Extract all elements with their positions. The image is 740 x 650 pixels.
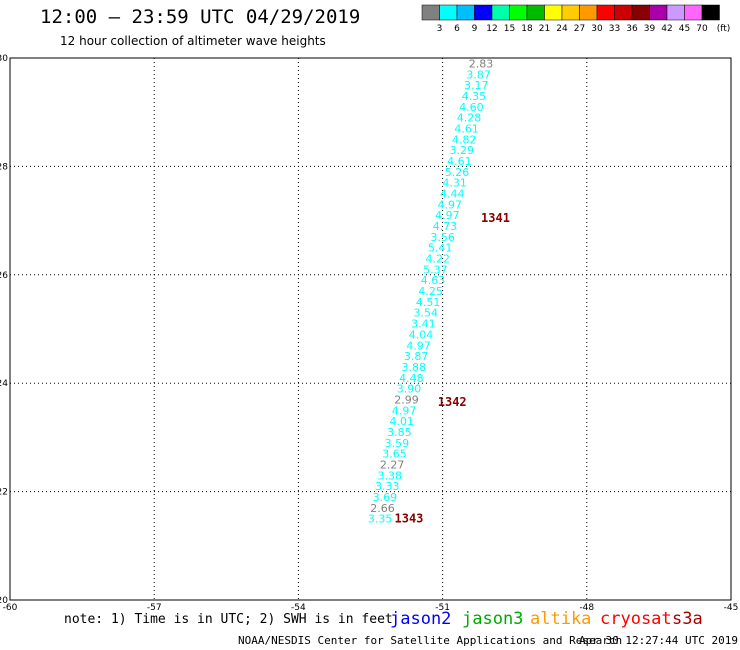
legend-unit: (ft): [717, 24, 731, 34]
color-legend: 3 6 9 12 15 18 21 24 27 30 33 36 39 42 45 70 (ft): [421, 4, 731, 34]
legend-label: 18: [521, 24, 533, 34]
legend-label: 42: [661, 24, 672, 34]
footer-note: note: 1) Time is in UTC; 2) SWH is in fe…: [64, 612, 393, 627]
wave-height-point: 3.88: [402, 361, 427, 374]
legend-label: 30: [591, 24, 603, 34]
y-tick-label: 30: [0, 54, 8, 64]
wave-height-point: 4.01: [389, 415, 414, 428]
satellite-cryosat: cryosat: [600, 609, 672, 629]
page-subtitle: 12 hour collection of altimeter wave hei…: [60, 34, 326, 48]
wave-height-point: 5.41: [428, 242, 453, 255]
wave-height-point: 4.31: [442, 177, 467, 190]
wave-height-point: 4.51: [416, 296, 441, 309]
wave-height-point: 3.33: [375, 480, 400, 493]
legend-label: 45: [679, 24, 690, 34]
wave-height-point: 4.97: [392, 404, 417, 417]
wave-height-point: 2.99: [394, 393, 419, 406]
wave-height-point: 4.60: [459, 101, 484, 114]
wave-height-point: 3.17: [464, 79, 489, 92]
satellite-s3a: s3a: [672, 609, 703, 629]
wave-height-point: 4.04: [409, 328, 434, 341]
wave-height-point: 3.87: [466, 68, 491, 81]
wave-height-point: 3.41: [411, 318, 436, 331]
legend-label: 21: [539, 24, 550, 34]
legend-label: 6: [454, 24, 460, 34]
legend-label: 33: [609, 24, 620, 34]
credit-text: NOAA/NESDIS Center for Satellite Applica…: [238, 634, 623, 647]
wave-height-point: 3.35: [368, 513, 393, 526]
legend-label: 39: [644, 24, 656, 34]
x-tick-label: -48: [579, 603, 594, 613]
wave-height-point: 5.26: [445, 166, 470, 179]
wave-height-point: 4.73: [433, 220, 458, 233]
wave-height-point: 3.54: [414, 307, 439, 320]
y-tick-label: 22: [0, 488, 8, 498]
legend-label: 27: [574, 24, 585, 34]
legend-label: 36: [626, 24, 638, 34]
legend-label: 9: [472, 24, 478, 34]
satellite-jason2: jason2: [390, 609, 452, 629]
wave-height-point: 4.97: [406, 339, 431, 352]
x-tick-label: -45: [724, 603, 739, 613]
wave-height-point: 4.35: [462, 90, 487, 103]
pass-number-annotation: 1342: [438, 395, 467, 409]
wave-height-point: 4.48: [399, 372, 424, 385]
y-tick-label: 20: [0, 596, 8, 606]
legend-label: 15: [504, 24, 515, 34]
page-title: 12:00 – 23:59 UTC 04/29/2019: [40, 6, 361, 28]
y-tick-label: 26: [0, 271, 8, 281]
satellite-altika: altika: [530, 609, 592, 629]
wave-height-point: 2.27: [380, 459, 405, 472]
wave-height-point: 4.22: [426, 253, 451, 266]
wave-height-point: 4.25: [418, 285, 443, 298]
wave-height-point: 4.97: [435, 209, 460, 222]
pass-number-annotation: 1343: [395, 512, 424, 526]
wave-height-point: 3.29: [450, 144, 475, 157]
wave-height-point: 3.38: [377, 469, 402, 482]
wave-height-point: 2.66: [370, 502, 395, 515]
wave-height-point: 4.44: [440, 188, 465, 201]
wave-height-point: 3.59: [385, 437, 410, 450]
legend-label: 12: [486, 24, 497, 34]
satellite-jason3: jason3: [462, 609, 524, 629]
wave-height-point: 3.56: [430, 231, 455, 244]
x-tick-label: -57: [147, 603, 162, 613]
legend-label: 70: [696, 24, 708, 34]
wave-height-point: 3.85: [387, 426, 412, 439]
wave-height-point: 3.87: [404, 350, 429, 363]
legend-label: 3: [437, 24, 443, 34]
wave-height-point: 4.61: [454, 122, 479, 135]
x-tick-label: -60: [3, 603, 18, 613]
legend-swatch: [701, 4, 720, 21]
pass-number-annotation: 1341: [481, 211, 510, 225]
wave-height-point: 5.37: [423, 263, 448, 276]
plot-frame: [9, 57, 732, 601]
wave-height-point: 4.28: [457, 112, 482, 125]
wave-height-point: 2.83: [469, 57, 494, 70]
wave-height-point: 4.82: [452, 133, 477, 146]
legend-label: 24: [556, 24, 568, 34]
x-tick-label: -51: [435, 603, 450, 613]
wave-height-point: 4.97: [438, 198, 463, 211]
x-tick-label: -54: [291, 603, 306, 613]
wave-height-point: 3.90: [397, 383, 422, 396]
wave-height-point: 3.65: [382, 448, 407, 461]
y-tick-label: 24: [0, 379, 8, 389]
wave-height-point: 4.63: [421, 274, 446, 287]
credit-date: Apr 30 12:27:44 UTC 2019: [579, 634, 738, 647]
wave-height-point: 3.69: [373, 491, 398, 504]
y-tick-label: 28: [0, 162, 8, 172]
wave-height-point: 4.61: [447, 155, 472, 168]
